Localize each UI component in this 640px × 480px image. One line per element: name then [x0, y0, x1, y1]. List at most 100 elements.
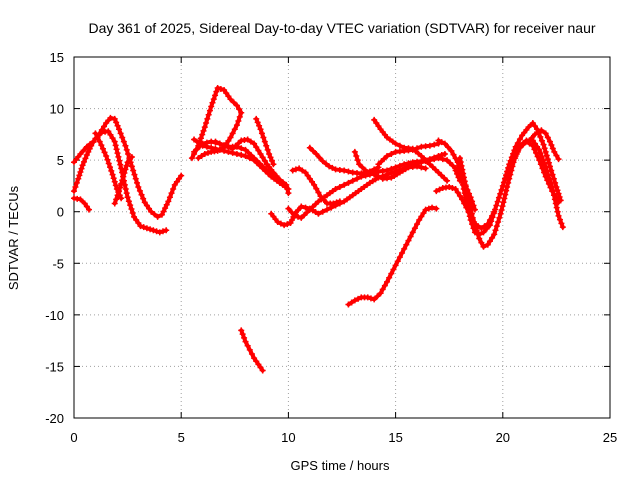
data-point [452, 186, 459, 193]
data-point [516, 144, 523, 151]
data-point [188, 155, 195, 162]
data-point [540, 141, 547, 148]
data-point [117, 184, 124, 191]
data-point [246, 346, 253, 353]
data-point [281, 222, 288, 229]
data-point [83, 203, 90, 210]
data-point [163, 227, 170, 234]
data-point [559, 224, 566, 231]
data-point [459, 166, 466, 173]
data-point [409, 146, 416, 153]
data-point [98, 142, 105, 149]
data-point [315, 210, 322, 217]
data-point [284, 186, 291, 193]
data-point [359, 164, 366, 171]
data-point [336, 198, 343, 205]
data-point [88, 142, 95, 149]
data-point [81, 200, 88, 207]
data-point [438, 172, 445, 179]
data-point [409, 229, 416, 236]
data-point [105, 160, 112, 167]
data-point [444, 157, 451, 164]
data-point [233, 122, 240, 129]
chart-title: Day 361 of 2025, Sidereal Day-to-day VTE… [88, 20, 595, 36]
data-point [113, 196, 120, 203]
data-point [238, 109, 245, 116]
data-point [128, 206, 135, 213]
data-point [112, 142, 119, 149]
data-point [435, 137, 442, 144]
data-point [505, 171, 512, 178]
data-point [199, 131, 206, 138]
data-point [531, 123, 538, 130]
data-point [151, 211, 158, 218]
data-point [473, 227, 480, 234]
data-point [555, 156, 562, 163]
data-point [270, 169, 277, 176]
data-point [129, 209, 136, 216]
data-point [203, 120, 210, 127]
data-point [148, 208, 155, 215]
data-point [384, 278, 391, 285]
data-point [77, 196, 84, 203]
data-point [176, 175, 183, 182]
data-point [396, 142, 403, 149]
data-point [235, 117, 242, 124]
data-point [538, 127, 545, 134]
data-point [114, 150, 121, 157]
data-point [287, 220, 294, 227]
data-point [469, 214, 476, 221]
data-point [396, 254, 403, 261]
data-point [418, 213, 425, 220]
data-point [73, 179, 80, 186]
data-point [329, 164, 336, 171]
data-point [474, 231, 481, 238]
data-point [422, 165, 429, 172]
data-point [221, 142, 228, 149]
data-point [79, 162, 86, 169]
data-point [462, 183, 469, 190]
data-point [353, 153, 360, 160]
data-point [120, 138, 127, 145]
data-point [403, 241, 410, 248]
data-point [535, 129, 542, 136]
data-point [433, 188, 440, 195]
y-tick-label: 10 [50, 102, 64, 117]
data-point [375, 173, 382, 180]
data-point [405, 237, 412, 244]
data-point [259, 165, 266, 172]
data-point [156, 229, 163, 236]
data-point [542, 148, 549, 155]
data-point [212, 92, 219, 99]
data-point [533, 149, 540, 156]
data-point [298, 214, 305, 221]
data-point [541, 169, 548, 176]
data-point [414, 163, 421, 170]
data-point [460, 174, 467, 181]
data-point [549, 188, 556, 195]
data-point [111, 200, 118, 207]
data-point [162, 205, 169, 212]
data-point [356, 161, 363, 168]
data-point [461, 179, 468, 186]
data-point [233, 102, 240, 109]
data-point [426, 142, 433, 149]
data-point [295, 213, 302, 220]
data-point [401, 245, 408, 252]
data-point [429, 164, 436, 171]
data-point [348, 299, 355, 306]
data-point [101, 123, 108, 130]
y-tick-label: 5 [57, 153, 64, 168]
data-point [449, 162, 456, 169]
data-point [464, 187, 471, 194]
data-point [255, 147, 262, 154]
data-point [489, 214, 496, 221]
data-point [114, 122, 121, 129]
data-point [546, 163, 553, 170]
data-point [345, 179, 352, 186]
data-point [371, 171, 378, 178]
data-point [257, 126, 264, 133]
data-point [261, 157, 268, 164]
data-point [388, 150, 395, 157]
data-point [492, 227, 499, 234]
